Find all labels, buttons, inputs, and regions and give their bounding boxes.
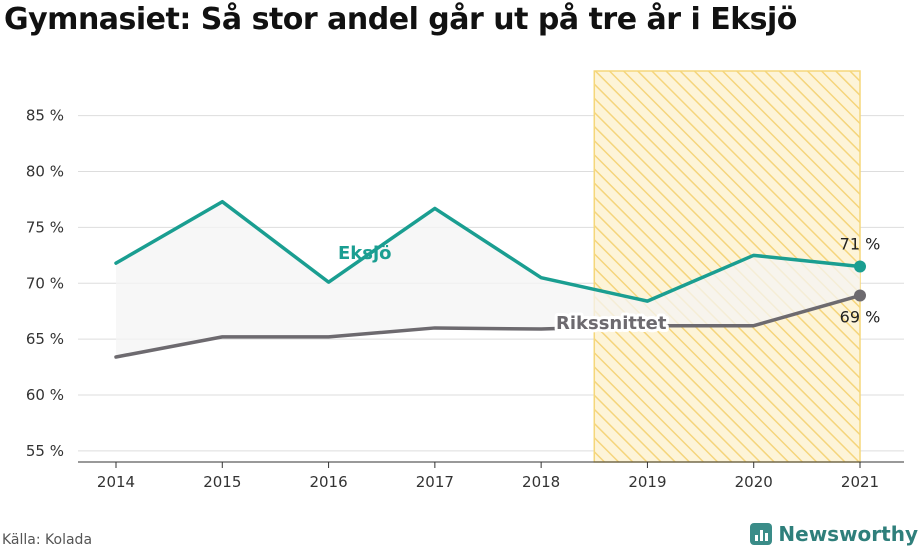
series-lines bbox=[114, 199, 866, 359]
y-tick-label: 60 % bbox=[26, 386, 64, 404]
y-tick-label: 80 % bbox=[26, 163, 64, 181]
x-tick-label: 2020 bbox=[735, 473, 773, 491]
y-tick-label: 75 % bbox=[26, 218, 64, 236]
series-label-rikssnittet: Rikssnittet bbox=[556, 313, 667, 334]
end-value-label: 71 % bbox=[840, 235, 881, 254]
series-line-rikssnittet bbox=[114, 293, 862, 359]
x-tick-label: 2019 bbox=[628, 473, 666, 491]
x-tick-label: 2015 bbox=[203, 473, 241, 491]
y-tick-label: 65 % bbox=[26, 330, 64, 348]
x-tick-label: 2016 bbox=[309, 473, 347, 491]
x-tick-label: 2018 bbox=[522, 473, 560, 491]
x-axis bbox=[78, 461, 904, 468]
source-note: Källa: Kolada bbox=[2, 532, 93, 548]
series-line-eksjo bbox=[114, 199, 862, 303]
series-label-eksjo: Eksjö bbox=[338, 243, 392, 264]
end-value-label: 69 % bbox=[840, 308, 881, 327]
x-tick-label: 2014 bbox=[97, 473, 135, 491]
x-tick-label: 2017 bbox=[416, 473, 454, 491]
y-tick-label: 70 % bbox=[26, 274, 64, 292]
chart-title: Gymnasiet: Så stor andel går ut på tre å… bbox=[4, 2, 797, 37]
y-tick-label: 85 % bbox=[26, 107, 64, 125]
bar-chart-icon bbox=[750, 523, 773, 545]
brand-name: Newsworthy bbox=[778, 522, 918, 546]
band-area bbox=[116, 201, 860, 357]
x-tick-label: 2021 bbox=[841, 473, 879, 491]
y-tick-label: 55 % bbox=[26, 442, 64, 460]
chart-labels: 55 % 60 % 65 % 70 % 75 % 80 % 85 % 2014 2015 2016… bbox=[26, 107, 880, 491]
brand-logo: Newsworthy bbox=[750, 522, 918, 546]
series-label-halo: Rikssnittet bbox=[556, 313, 667, 334]
end-point bbox=[854, 289, 866, 302]
end-point bbox=[854, 260, 866, 273]
gap-band bbox=[116, 201, 860, 357]
